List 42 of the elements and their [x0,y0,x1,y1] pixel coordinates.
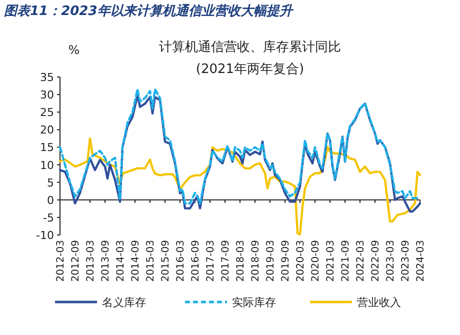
y-tick-label: -5 [43,211,54,224]
x-tick-label: 2018-03 [236,240,246,282]
y-tick-label: -10 [36,229,54,242]
y-tick-label: 35 [40,71,54,84]
legend-label: 营业收入 [357,296,401,309]
y-tick-label: 5 [47,176,54,190]
x-tick-label: 2019-03 [266,240,276,282]
y-tick-label: 30 [40,88,54,102]
x-tick-label: 2020-03 [296,240,306,282]
chart-title: 图表11：2023年以来计算机通信业营收大幅提升 [4,3,294,19]
x-tick-label: 2021-09 [340,240,352,282]
x-tick-label: 2015-03 [146,240,156,282]
x-tick-label: 2024-03 [416,240,426,282]
x-tick-label: 2022-03 [356,240,366,282]
x-tick-label: 2022-09 [370,240,382,282]
x-tick-label: 2014-03 [116,240,126,282]
x-tick-label: 2018-09 [250,240,262,282]
x-tick-label: 2013-09 [100,240,112,282]
x-tick-label: 2012-03 [56,240,66,282]
x-tick-label: 2021-03 [326,240,336,282]
line-series [58,137,422,236]
x-tick-label: 2012-09 [70,240,82,282]
y-tick-label: 15 [40,141,54,154]
legend-label: 实际库存 [232,296,276,309]
legend-label: 名义库存 [102,296,146,309]
x-tick-label: 2014-09 [130,240,142,282]
y-axis-title: % [68,43,80,57]
x-tick-label: 2013-03 [86,240,96,282]
x-tick-label: 2016-09 [190,240,202,282]
y-tick-label: 0 [47,194,54,207]
x-tick-label: 2017-03 [206,240,216,282]
y-tick-label: 25 [40,106,54,120]
x-tick-label: 2020-09 [310,240,322,282]
x-tick-label: 2017-09 [220,240,232,282]
y-tick-label: 10 [40,158,54,172]
x-tick-label: 2023-09 [400,240,412,282]
chart-subtitle: 计算机通信营收、库存累计同比 (2021年两年复合) [159,40,341,77]
x-tick-label: 2016-03 [176,240,186,282]
x-tick-label: 2015-09 [160,240,172,282]
y-tick-label: 20 [40,124,54,137]
x-tick-label: 2019-09 [280,240,292,282]
x-tick-label: 2023-03 [386,240,396,282]
